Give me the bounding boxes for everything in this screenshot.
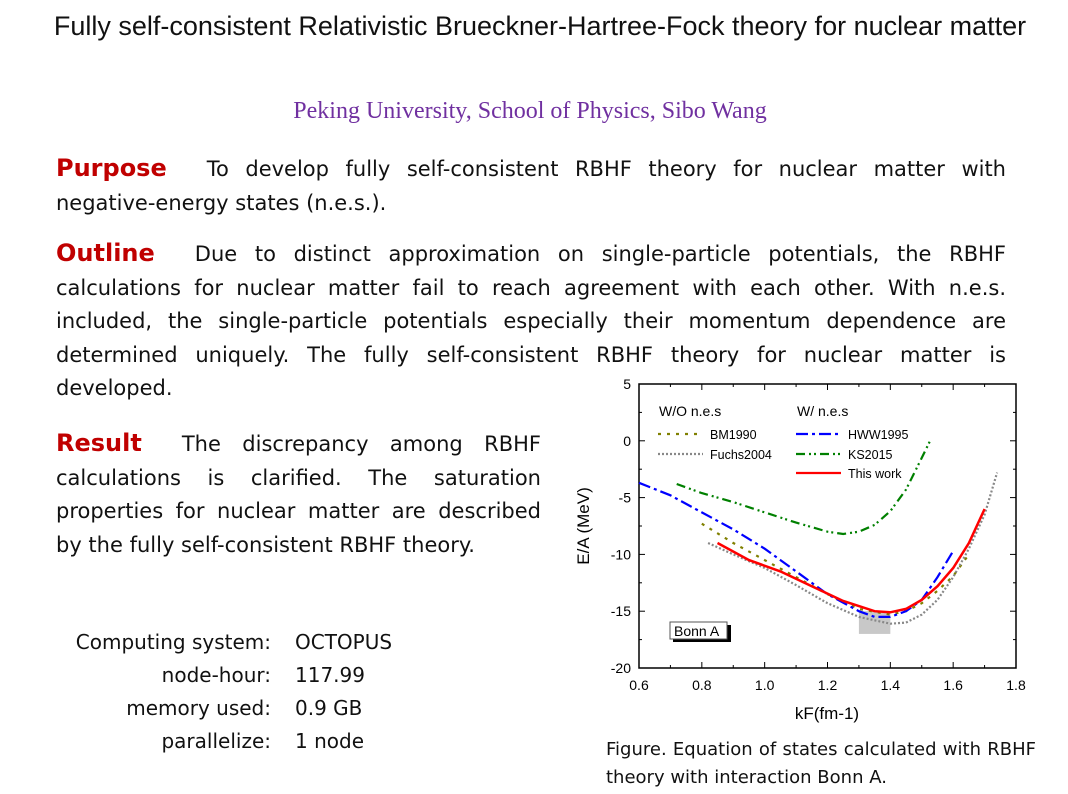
- figure-caption: Figure. Equation of states calculated wi…: [606, 739, 1036, 788]
- legend-label: This work: [848, 467, 902, 481]
- y-tick-label: -5: [619, 490, 632, 506]
- purpose-section: Purpose To develop fully self-consistent …: [56, 152, 1006, 220]
- computing-row: Computing system: OCTOPUS: [56, 626, 392, 659]
- computing-info: Computing system: OCTOPUS node-hour: 117.9…: [56, 626, 392, 758]
- saturation-region: [858, 611, 891, 634]
- computing-value: 117.99: [295, 663, 365, 687]
- y-tick-label: 5: [623, 376, 631, 392]
- computing-label: Computing system:: [75, 630, 271, 654]
- result-heading: Result: [56, 429, 142, 457]
- result-text: The discrepancy among RBHF calculations …: [56, 432, 541, 557]
- legend-label: HWW1995: [848, 428, 908, 442]
- computing-label: node-hour:: [161, 663, 271, 687]
- computing-value: 1 node: [295, 729, 364, 753]
- outline-section: Outline Due to distinct approximation on …: [56, 237, 1006, 406]
- x-tick-label: 0.6: [629, 677, 649, 693]
- series-line-bm1990: [701, 522, 970, 616]
- legend-group-title: W/ n.e.s: [797, 403, 848, 419]
- x-tick-label: 1.4: [881, 677, 901, 693]
- series-line-fuchs2004: [707, 472, 999, 625]
- computing-label: parallelize:: [161, 729, 271, 753]
- outline-heading: Outline: [56, 239, 155, 267]
- series-line-ks2015: [676, 438, 933, 536]
- x-tick-label: 1.0: [755, 677, 775, 693]
- y-tick-label: -20: [611, 660, 631, 676]
- annotation-box: [669, 621, 728, 640]
- y-axis-label: E/A (MeV): [574, 487, 593, 564]
- outline-text: Due to distinct approximation on single-…: [56, 242, 1006, 400]
- purpose-heading: Purpose: [56, 154, 167, 182]
- poster-title: Fully self-consistent Relativistic Bruec…: [53, 11, 1027, 41]
- series-line-hww1995: [638, 481, 955, 618]
- computing-label: memory used:: [126, 696, 271, 720]
- legend-label: BM1990: [710, 428, 757, 442]
- x-tick-label: 1.2: [818, 677, 838, 693]
- y-tick-label: 0: [623, 433, 631, 449]
- annotation-label: Bonn A: [674, 623, 720, 639]
- author-line: Peking University, School of Physics, Si…: [293, 98, 767, 124]
- x-axis-label: kF(fm-1): [794, 704, 860, 723]
- computing-row: parallelize: 1 node: [56, 725, 392, 758]
- result-section: Result The discrepancy among RBHF calcula…: [56, 427, 541, 562]
- legend-label: KS2015: [848, 448, 893, 462]
- series-line-this-work: [716, 508, 986, 614]
- x-tick-label: 1.8: [1006, 677, 1026, 693]
- computing-row: node-hour: 117.99: [56, 659, 392, 692]
- purpose-text: To develop fully self-consistent RBHF th…: [56, 157, 1006, 215]
- legend-label: Fuchs2004: [710, 448, 772, 462]
- x-tick-label: 1.6: [943, 677, 963, 693]
- computing-row: memory used: 0.9 GB: [56, 692, 392, 725]
- computing-value: OCTOPUS: [295, 630, 393, 654]
- computing-value: 0.9 GB: [295, 696, 363, 720]
- y-tick-label: -15: [611, 603, 631, 619]
- legend-group-title: W/O n.e.s: [659, 403, 721, 419]
- y-tick-label: -10: [611, 546, 631, 562]
- x-tick-label: 0.8: [692, 677, 712, 693]
